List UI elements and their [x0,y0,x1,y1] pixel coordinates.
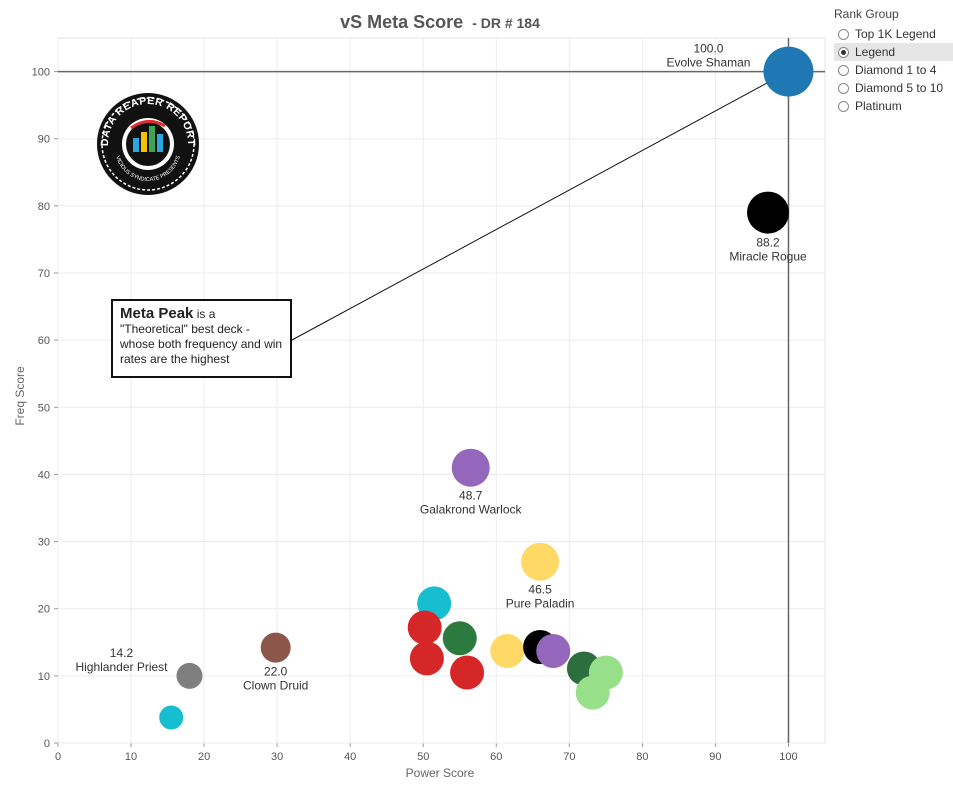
legend-option-0[interactable]: Top 1K Legend [834,25,953,43]
point-value-label: 14.2 [110,646,134,660]
rank-group-legend: Rank Group Top 1K Legend Legend Diamond 1 … [834,7,953,115]
x-tick-label: 20 [198,751,210,763]
chart-title-group: vS Meta Score - DR # 184 [340,12,540,32]
data-point[interactable] [747,191,790,234]
data-point[interactable] [451,448,490,487]
x-tick-label: 100 [779,751,797,763]
data-point[interactable] [521,542,560,581]
data-point[interactable] [409,641,444,676]
legend-option-4[interactable]: Platinum [834,97,953,115]
note-text: is a "Theoretical" best deck - whose bot… [120,307,283,366]
radio-icon[interactable] [838,28,849,40]
legend-option-2[interactable]: Diamond 1 to 4 [834,61,953,79]
x-tick-label: 90 [709,751,721,763]
data-point[interactable] [442,621,477,656]
y-tick-label: 0 [44,738,50,750]
y-tick-label: 20 [38,604,50,616]
reference-lines [58,38,825,743]
point-value-label: 46.5 [528,583,552,597]
y-tick-label: 80 [38,201,50,213]
point-value-label: 100.0 [693,42,723,56]
y-tick-label: 40 [38,469,50,481]
x-tick-label: 70 [563,751,575,763]
radio-icon[interactable] [838,82,849,94]
meta-peak-note: Meta Peak is a "Theoretical" best deck -… [111,299,292,378]
data-point[interactable] [763,46,814,97]
y-tick-label: 60 [38,335,50,347]
legend-option-label: Top 1K Legend [855,27,936,41]
point-name-label: Highlander Priest [75,660,168,674]
y-tick-label: 100 [32,67,50,79]
x-tick-label: 60 [490,751,502,763]
legend-option-label: Platinum [855,99,902,113]
radio-icon[interactable] [838,64,849,76]
data-reaper-logo: DATA REAPER REPORT VICIOUS SYNDICATE PRE… [93,92,203,201]
radio-icon[interactable] [838,100,849,112]
y-tick-label: 10 [38,671,50,683]
x-axis-title: Power Score [406,766,475,780]
point-value-label: 22.0 [264,665,288,679]
data-point[interactable] [575,675,610,710]
data-point[interactable] [450,655,485,690]
point-name-label: Evolve Shaman [666,56,750,70]
logo-badge-icon: DATA REAPER REPORT VICIOUS SYNDICATE PRE… [97,93,199,195]
x-tick-label: 30 [271,751,283,763]
legend-title: Rank Group [834,7,899,21]
y-tick-label: 90 [38,134,50,146]
legend-option-label: Diamond 5 to 10 [855,81,944,95]
y-tick-label: 50 [38,402,50,414]
point-name-label: Galakrond Warlock [420,503,523,517]
chart-title: vS Meta Score - DR # 184 [340,12,540,32]
legend-option-3[interactable]: Diamond 5 to 10 [834,79,953,97]
legend-option-1[interactable]: Legend [834,43,953,61]
data-point[interactable] [176,662,203,689]
radio-icon[interactable] [838,46,849,58]
data-point[interactable] [536,634,571,669]
data-point[interactable] [260,632,291,663]
y-tick-label: 30 [38,537,50,549]
y-tick-label: 70 [38,268,50,280]
data-point[interactable] [407,610,442,645]
data-points [159,46,814,730]
tick-labels: 0 10 20 30 40 50 60 70 80 90 100 0 10 20 30 40 50 60 70 80 9… [32,67,798,763]
x-tick-label: 0 [55,751,61,763]
note-heading: Meta Peak [120,305,194,322]
point-value-label: 88.2 [756,236,780,250]
point-name-label: Pure Paladin [506,597,575,611]
point-name-label: Clown Druid [243,679,308,693]
y-axis-title: Freq Score [13,366,27,426]
legend-option-label: Legend [855,45,896,59]
x-tick-label: 50 [417,751,429,763]
point-value-label: 48.7 [459,489,483,503]
x-tick-label: 10 [125,751,137,763]
data-point[interactable] [490,634,525,669]
x-tick-label: 80 [636,751,648,763]
annotation-arrow [291,73,785,341]
point-name-label: Miracle Rogue [729,250,807,264]
x-tick-label: 40 [344,751,356,763]
legend-option-label: Diamond 1 to 4 [855,63,937,77]
data-point[interactable] [159,705,184,730]
arrow-line [291,73,785,341]
